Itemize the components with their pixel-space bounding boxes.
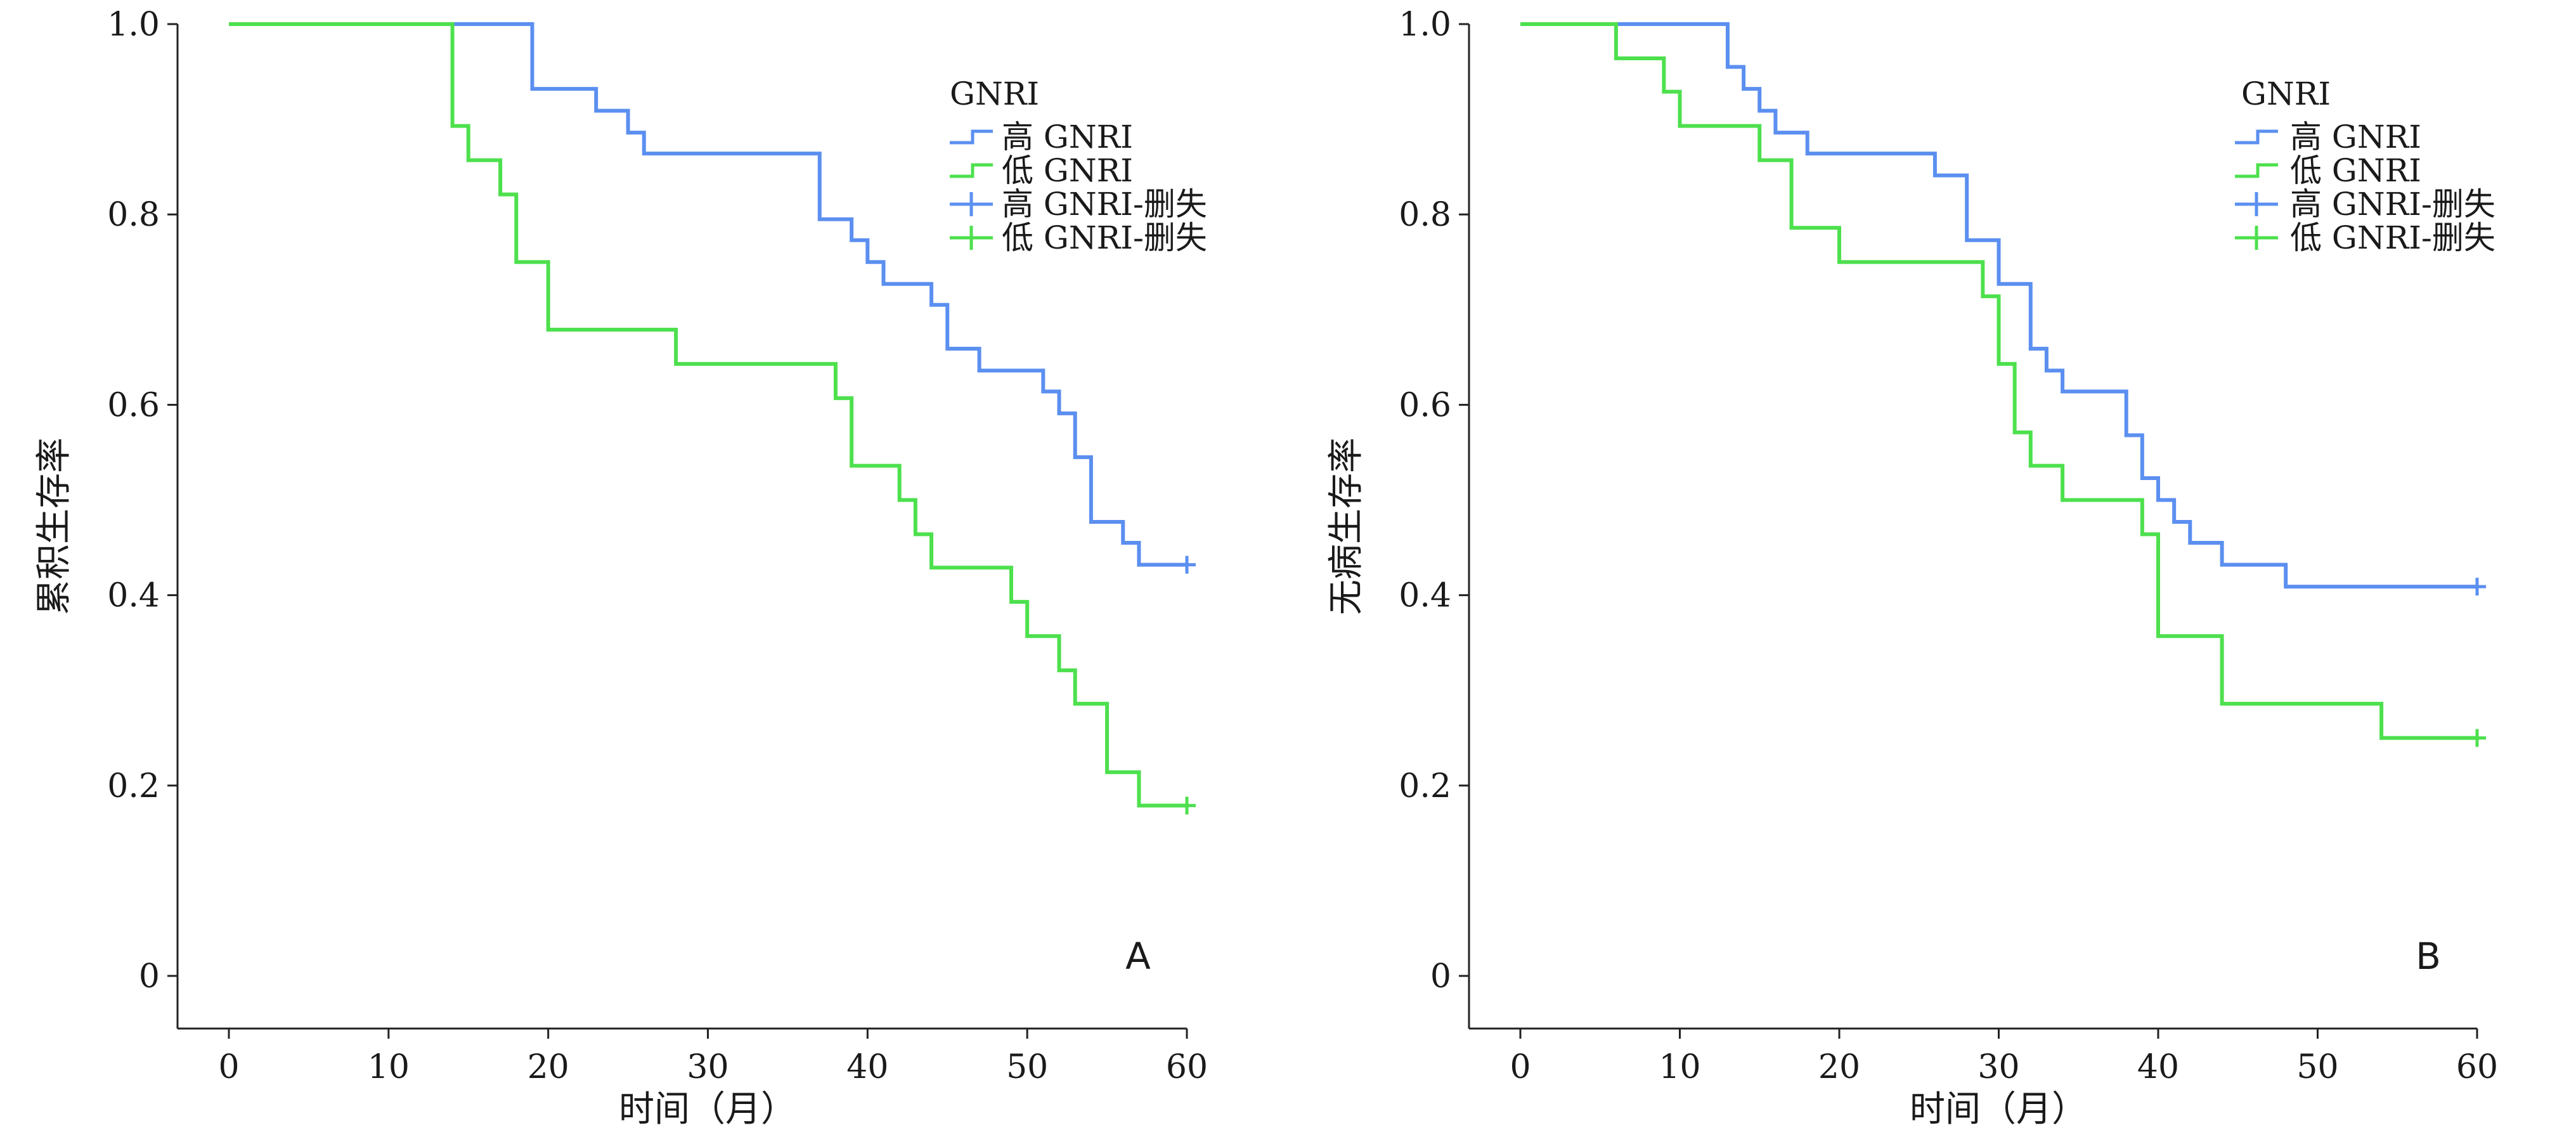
x-axis-title: 时间（月） <box>1910 1089 2087 1127</box>
y-axis-title: 累积生存率 <box>34 438 75 615</box>
legend-entry-label: 低 GNRI <box>2290 152 2421 189</box>
y-tick-label: 0.2 <box>107 767 160 805</box>
legend-swatch-censor-low <box>950 226 993 250</box>
km-curve-high <box>1520 22 2477 589</box>
x-tick-label: 50 <box>1006 1048 1048 1086</box>
y-tick-label: 0 <box>1430 958 1451 996</box>
y-tick-label: 0 <box>139 958 160 996</box>
y-tick-label: 0.6 <box>1399 386 1451 424</box>
legend-entry-label: 高 GNRI <box>2290 119 2421 155</box>
legend-title: GNRI <box>2241 75 2331 112</box>
x-tick-label: 10 <box>1659 1048 1700 1086</box>
censor-mark-low <box>1178 796 1196 815</box>
panel-letter: A <box>1125 935 1151 978</box>
x-tick-label: 60 <box>2456 1048 2498 1086</box>
x-tick-label: 20 <box>1818 1048 1860 1086</box>
legend-swatch-censor-low <box>2235 226 2278 250</box>
legend-entry-label: 低 GNRI <box>1002 152 1133 189</box>
x-tick-label: 30 <box>687 1048 728 1086</box>
y-tick-label: 0.8 <box>1399 196 1451 234</box>
y-tick-label: 0.6 <box>107 386 160 424</box>
x-axis-title: 时间（月） <box>619 1089 796 1127</box>
legend-swatch-line-high <box>950 129 993 145</box>
legend-entry-label: 低 GNRI-删失 <box>1002 219 1207 256</box>
x-tick-label: 40 <box>846 1048 888 1086</box>
km-curve-low <box>229 22 1187 808</box>
x-tick-label: 20 <box>527 1048 569 1086</box>
panel-letter: B <box>2416 935 2441 978</box>
y-tick-label: 0.4 <box>107 577 160 615</box>
legend-entry-label: 高 GNRI <box>1002 119 1133 155</box>
legend-swatch-censor-high <box>950 192 993 216</box>
y-tick-label: 0.4 <box>1399 577 1451 615</box>
x-tick-label: 10 <box>368 1048 410 1086</box>
x-tick-label: 0 <box>1510 1048 1531 1086</box>
censor-mark-high <box>2468 578 2486 596</box>
legend-entry-label: 低 GNRI-删失 <box>2290 219 2495 256</box>
y-axis-title: 无病生存率 <box>1326 438 1367 615</box>
y-tick-label: 1.0 <box>1399 6 1451 44</box>
km-curve-low <box>1520 22 2477 740</box>
km-curve-high <box>229 22 1187 567</box>
x-tick-label: 0 <box>218 1048 239 1086</box>
legend-swatch-censor-high <box>2235 192 2278 216</box>
legend-swatch-line-low <box>950 163 993 178</box>
panel-b-chart: 0 10 20 30 40 50 60 0 0.2 0.4 0.6 0.8 1.0 时间（月） 无病生存率 B… <box>1326 6 2498 1130</box>
x-tick-label: 30 <box>1977 1048 2019 1086</box>
x-tick-label: 60 <box>1166 1048 1208 1086</box>
legend-entry-label: 高 GNRI-删失 <box>2290 186 2495 223</box>
y-tick-label: 1.0 <box>107 6 160 44</box>
legend-swatch-line-low <box>2235 163 2278 178</box>
y-tick-label: 0.2 <box>1399 767 1451 805</box>
panel-a-chart: 0 10 20 30 40 50 60 0 0.2 0.4 0.6 0.8 1.0 时间（月） 累积生存率 A… <box>34 6 1208 1130</box>
censor-mark-low <box>2468 729 2486 747</box>
censor-mark-high <box>1178 555 1196 574</box>
y-tick-label: 0.8 <box>107 196 160 234</box>
legend-swatch-line-high <box>2235 129 2278 145</box>
x-tick-label: 40 <box>2137 1048 2179 1086</box>
x-tick-label: 50 <box>2296 1048 2338 1086</box>
legend-entry-label: 高 GNRI-删失 <box>1002 186 1207 223</box>
legend-title: GNRI <box>950 75 1039 112</box>
